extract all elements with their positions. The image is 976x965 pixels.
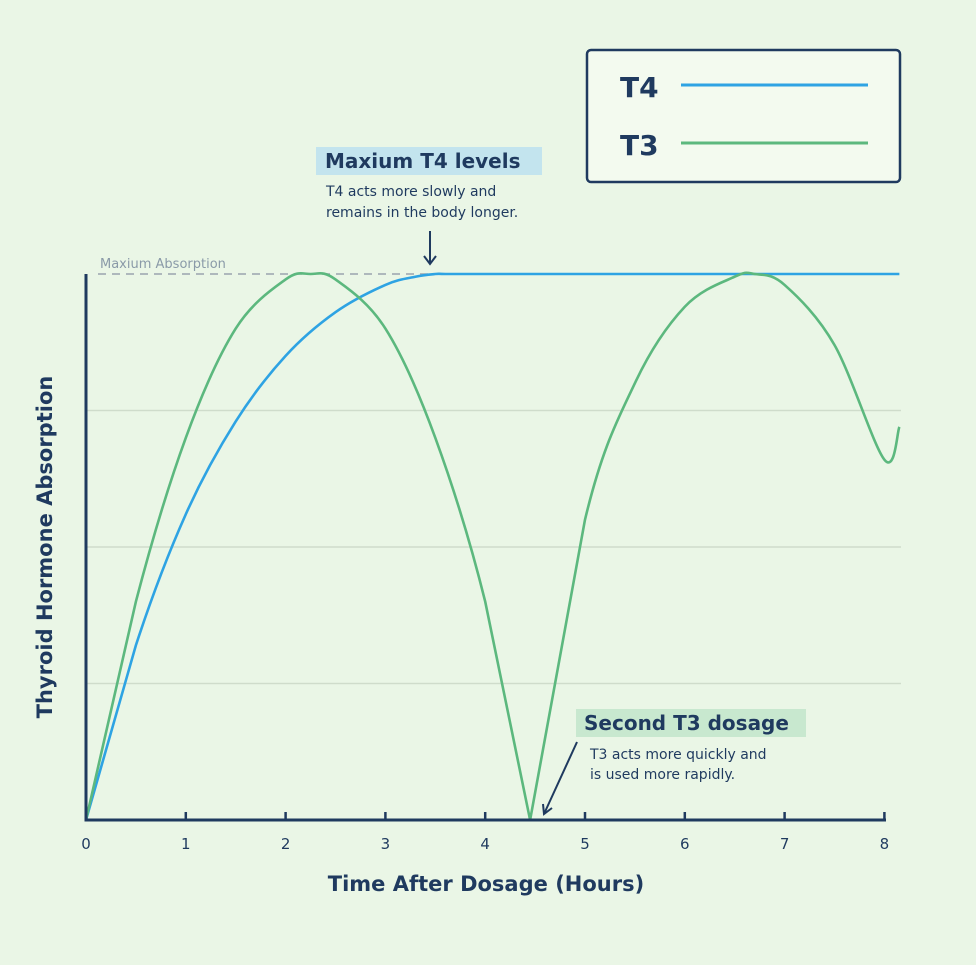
series-t4-line <box>84 272 900 821</box>
gridlines <box>86 409 901 685</box>
y-axis-title: Thyroid Hormone Absorption <box>33 376 57 719</box>
x-tick-label-0: 0 <box>81 835 91 853</box>
x-tick-label-2: 2 <box>281 835 291 853</box>
annotation-t3: Second T3 dosage T3 acts more quickly an… <box>542 709 806 816</box>
x-tick-label-7: 7 <box>780 835 790 853</box>
annotation-t3-line-2: is used more rapidly. <box>590 767 735 783</box>
legend-box <box>585 48 902 184</box>
x-tick-label-1: 1 <box>181 835 191 853</box>
annotation-t4-line-2: remains in the body longer. <box>326 205 518 221</box>
annotation-t4-line-1: T4 acts more slowly and <box>325 184 496 200</box>
x-tick-label-4: 4 <box>480 835 490 853</box>
annotation-t3-title: Second T3 dosage <box>584 711 789 735</box>
annotation-t4-arrow <box>423 231 437 266</box>
legend: T4 T3 <box>585 48 902 184</box>
x-axis-title: Time After Dosage (Hours) <box>328 872 644 896</box>
legend-label-t3: T3 <box>620 129 659 162</box>
x-tick-label-5: 5 <box>580 835 590 853</box>
annotation-t3-highlight <box>576 709 806 737</box>
x-tick-label-3: 3 <box>381 835 391 853</box>
annotation-t4-highlight <box>316 147 542 175</box>
x-tick-label-6: 6 <box>680 835 690 853</box>
x-tick-label-8: 8 <box>880 835 890 853</box>
annotation-t3-arrow <box>542 741 578 816</box>
series-t3-line <box>84 271 901 821</box>
annotation-t4-title: Maxium T4 levels <box>325 149 521 173</box>
max-absorption-label: Maxium Absorption <box>100 257 226 272</box>
series-layer <box>84 271 901 821</box>
x-ticks: 0 1 2 3 4 5 6 7 8 <box>81 812 889 853</box>
annotation-t3-line-1: T3 acts more quickly and <box>589 747 767 763</box>
annotation-t4: Maxium T4 levels T4 acts more slowly and… <box>316 147 542 266</box>
legend-label-t4: T4 <box>620 71 659 104</box>
